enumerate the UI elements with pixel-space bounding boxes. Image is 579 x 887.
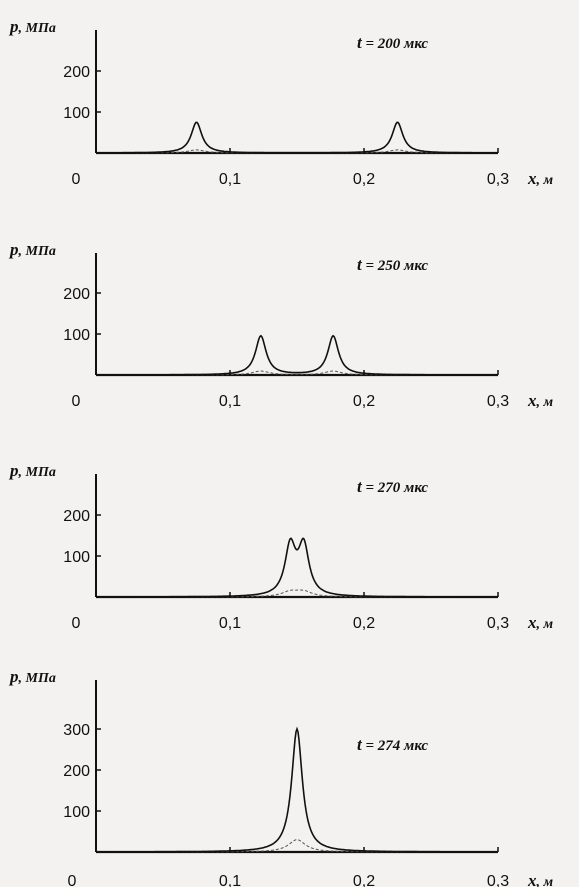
y-axis-label: p, МПа	[8, 240, 56, 259]
x-axis-unit: , м	[536, 617, 554, 632]
x-axis-label: x, м	[527, 169, 554, 188]
x-tick-label: 0,1	[219, 393, 241, 410]
time-annotation: t = 250 мкс	[357, 255, 428, 274]
x-origin-label: 0	[72, 615, 81, 632]
y-axis-unit: , МПа	[18, 671, 56, 686]
time-value: 270	[377, 480, 404, 496]
time-unit: мкс	[403, 36, 428, 52]
y-tick-label: 200	[63, 64, 90, 81]
x-tick-label: 0,3	[487, 171, 509, 188]
pressure-curve	[96, 334, 497, 376]
time-annotation: t = 270 мкс	[357, 477, 428, 496]
x-tick-label: 0,1	[219, 615, 241, 632]
y-axis-unit: , МПа	[18, 244, 56, 259]
panel-4: 100 200 300 0,1 0,2 0,3 0 x, м p, МПа t = 274 мкс	[8, 667, 554, 887]
y-tick-label: 200	[63, 763, 90, 780]
x-axis-label: x, м	[527, 391, 554, 410]
y-tick-label: 100	[63, 327, 90, 344]
time-annotation: t = 200 мкс	[357, 33, 428, 52]
y-axis-label: p, МПа	[8, 17, 56, 36]
time-value: 250	[377, 258, 404, 274]
x-origin-label: 0	[72, 393, 81, 410]
secondary-curve	[96, 839, 497, 853]
x-tick-label: 0,2	[353, 171, 375, 188]
y-tick-label: 100	[63, 549, 90, 566]
time-eq: =	[362, 258, 378, 274]
time-unit: мкс	[403, 258, 428, 274]
x-tick-label: 0,1	[219, 171, 241, 188]
time-eq: =	[362, 36, 378, 52]
y-tick-label: 100	[63, 804, 90, 821]
panel-2: 100 200 0,1 0,2 0,3 0 x, м p, МПа t = 250 мкс	[8, 240, 554, 410]
time-eq: =	[362, 480, 378, 496]
y-axis-label: p, МПа	[8, 461, 56, 480]
time-unit: мкс	[403, 738, 428, 754]
x-axis-label: x, м	[527, 871, 554, 887]
x-axis-unit: , м	[536, 875, 554, 887]
time-unit: мкс	[403, 480, 428, 496]
x-origin-label: 0	[72, 171, 81, 188]
x-axis-unit: , м	[536, 395, 554, 410]
x-tick-label: 0,2	[353, 873, 375, 887]
y-axis-label: p, МПа	[8, 667, 56, 686]
y-tick-label: 300	[63, 722, 90, 739]
pressure-curve	[96, 726, 497, 853]
y-tick-label: 100	[63, 105, 90, 122]
x-tick-label: 0,3	[487, 393, 509, 410]
x-tick-label: 0,3	[487, 873, 509, 887]
y-axis-unit: , МПа	[18, 465, 56, 480]
x-tick-label: 0,1	[219, 873, 241, 887]
x-origin-label: 0	[68, 873, 77, 887]
time-value: 200	[377, 36, 404, 52]
y-tick-label: 200	[63, 286, 90, 303]
x-axis-unit: , м	[536, 173, 554, 188]
pressure-curve	[96, 121, 497, 154]
y-axis-unit: , МПа	[18, 21, 56, 36]
x-tick-label: 0,2	[353, 615, 375, 632]
time-annotation: t = 274 мкс	[357, 735, 428, 754]
y-tick-label: 200	[63, 508, 90, 525]
x-axis-label: x, м	[527, 613, 554, 632]
time-value: 274	[377, 738, 404, 754]
x-tick-label: 0,3	[487, 615, 509, 632]
x-tick-label: 0,2	[353, 393, 375, 410]
time-eq: =	[362, 738, 378, 754]
pressure-curve	[96, 537, 497, 598]
panel-3: 100 200 0,1 0,2 0,3 0 x, м p, МПа t = 270 мкс	[8, 461, 554, 632]
panel-1: 100 200 0,1 0,2 0,3 0 x, м p, МПа t = 200 мкс	[8, 17, 554, 188]
